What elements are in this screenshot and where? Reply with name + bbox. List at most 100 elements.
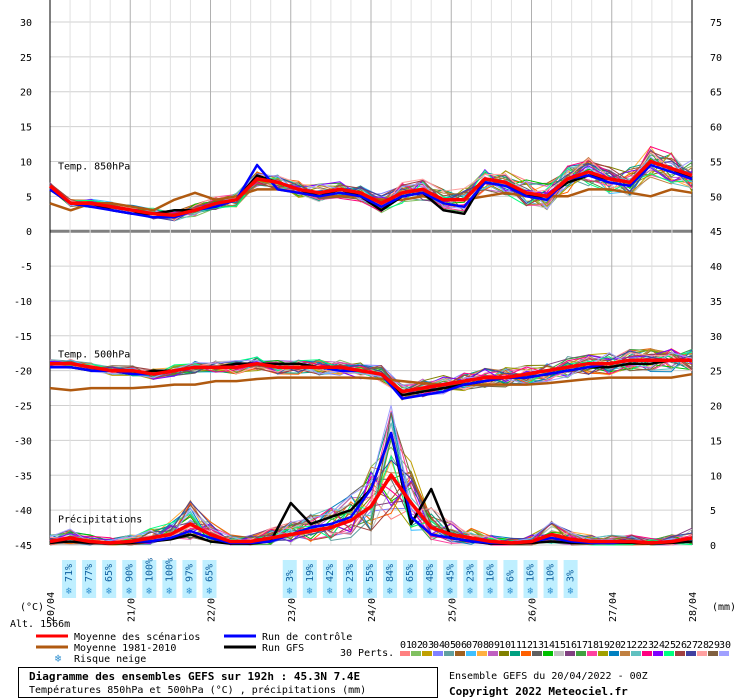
member-swatch: [488, 651, 498, 656]
snow-risk-label: 3%: [285, 570, 296, 582]
left-tick-label: 0: [26, 227, 32, 238]
snow-risk-cell: [202, 560, 217, 598]
snowflake-icon: ❄: [527, 586, 534, 597]
snow-risk-label: 55%: [365, 564, 376, 582]
left-tick-label: -40: [14, 506, 32, 517]
left-tick-label: -45: [14, 541, 32, 552]
snowflake-icon: ❄: [86, 586, 93, 597]
snow-risk-label: 10%: [546, 564, 557, 582]
member-swatch: [708, 651, 718, 656]
snow-risk-cell: [463, 560, 478, 598]
member-number: 22: [631, 640, 643, 651]
x-tick-label: 26/04: [528, 592, 539, 622]
member-number: 10: [499, 640, 511, 651]
member-line: [49, 348, 693, 395]
right-tick-label: 30: [710, 332, 722, 343]
left-tick-label: -5: [20, 262, 32, 273]
member-number: 12: [521, 640, 533, 651]
snow-risk-label: 97%: [184, 564, 195, 582]
right-tick-label: 15: [710, 436, 722, 447]
member-number: 23: [642, 640, 654, 651]
legend-snow-label: Risque neige: [74, 654, 146, 665]
x-tick-label: 23/04: [287, 592, 298, 622]
member-number: 19: [598, 640, 610, 651]
snow-risk-label: 42%: [325, 564, 336, 582]
snowflake-icon: ❄: [66, 586, 73, 597]
altitude-label: Alt. 1566m: [10, 619, 70, 630]
snow-risk-label: 45%: [445, 564, 456, 582]
left-tick-label: -35: [14, 471, 32, 482]
snow-risk-cell: [363, 560, 377, 598]
left-unit-label: (°C): [20, 602, 44, 613]
x-tick-label: 27/04: [608, 592, 619, 622]
member-swatch: [554, 651, 564, 656]
member-number: 09: [488, 640, 500, 651]
member-swatch: [620, 651, 630, 656]
member-number: 17: [576, 640, 588, 651]
x-tick-label: 20/04: [46, 592, 57, 622]
snow-risk-cell: [383, 560, 398, 598]
member-swatch: [576, 651, 586, 656]
snowflake-icon: ❄: [166, 586, 173, 597]
member-swatch: [455, 651, 465, 656]
member-swatch: [444, 651, 454, 656]
right-tick-label: 55: [710, 157, 722, 168]
left-tick-label: 10: [20, 157, 32, 168]
snow-risk-cell: [62, 560, 77, 598]
left-tick-label: -15: [14, 332, 32, 343]
snowflake-icon: ❄: [487, 586, 494, 597]
series-line: [49, 473, 693, 545]
right-tick-label: 0: [710, 541, 716, 552]
member-number: 03: [422, 640, 434, 651]
member-number: 28: [697, 640, 709, 651]
snowflake-icon: ❄: [106, 586, 113, 597]
snow-risk-label: 65%: [104, 564, 115, 582]
snow-risk-label: 23%: [465, 564, 476, 582]
x-tick-label: 22/04: [207, 592, 218, 622]
snow-risk-cell: [322, 560, 337, 598]
right-tick-label: 60: [710, 123, 722, 134]
snowflake-icon: ❄: [327, 586, 334, 597]
right-tick-label: 25: [710, 367, 722, 378]
left-tick-label: -25: [14, 402, 32, 413]
series-line: [49, 372, 693, 392]
snow-risk-cell: [142, 560, 157, 598]
member-swatch: [719, 651, 729, 656]
member-swatch: [675, 651, 685, 656]
snow-risk-cell: [423, 560, 438, 598]
member-number: 04: [433, 640, 445, 651]
snowflake-icon: ❄: [367, 586, 374, 597]
snow-risk-cell: [282, 560, 297, 598]
member-number: 08: [477, 640, 489, 651]
member-number: 13: [532, 640, 544, 651]
right-tick-label: 75: [710, 18, 722, 29]
member-number: 24: [653, 640, 665, 651]
snow-risk-cell: [162, 560, 177, 598]
member-number: 16: [565, 640, 577, 651]
x-tick-label: 25/04: [447, 592, 458, 622]
member-swatch: [609, 651, 619, 656]
member-number: 02: [411, 640, 423, 651]
snowflake-icon: ❄: [507, 586, 514, 597]
series-line: [48, 159, 693, 217]
main-series: [48, 159, 693, 545]
x-tick-label: 24/04: [367, 592, 378, 622]
left-tick-label: 5: [26, 192, 32, 203]
member-swatch: [466, 651, 476, 656]
snow-risk-label: 65%: [205, 564, 216, 582]
panel-label: Précipitations: [58, 514, 142, 526]
right-tick-label: 40: [710, 262, 722, 273]
snow-risk-cell: [443, 560, 458, 598]
snow-risk-cell: [102, 560, 117, 598]
member-swatch: [664, 651, 674, 656]
member-swatch: [587, 651, 597, 656]
legend-perts-label: 30 Perts.: [340, 648, 394, 659]
member-swatch: [653, 651, 663, 656]
member-swatch: [532, 651, 542, 656]
member-number: 20: [609, 640, 621, 651]
snowflake-icon: ❄: [548, 586, 555, 597]
legend-mean-label: Moyenne des scénarios: [74, 631, 200, 643]
